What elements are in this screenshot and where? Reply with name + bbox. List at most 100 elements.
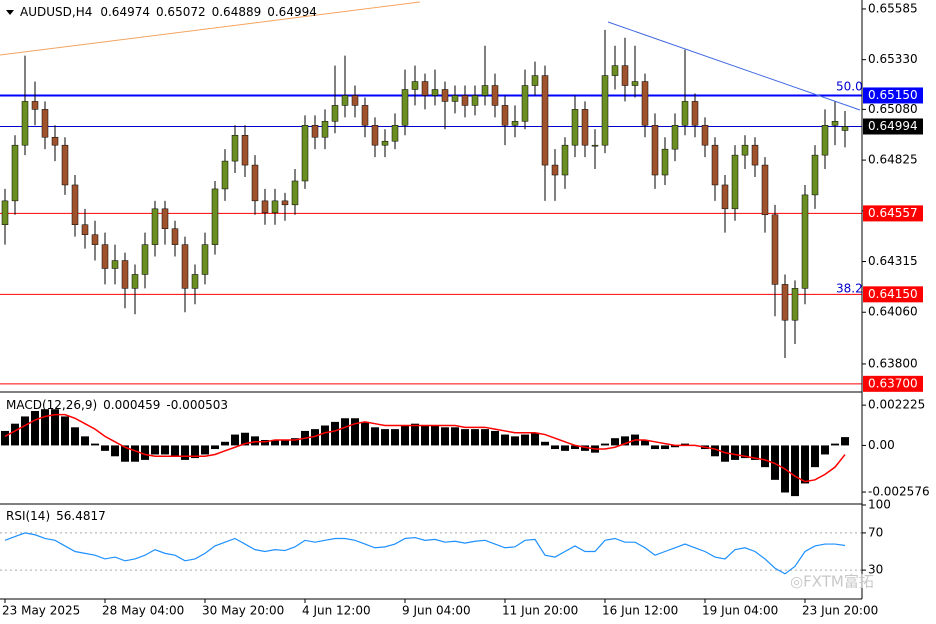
macd-bar: [671, 445, 679, 448]
macd-bar: [821, 445, 829, 455]
macd-bar: [331, 421, 339, 446]
macd-bar: [731, 445, 739, 460]
macd-bar: [831, 443, 839, 446]
macd-bar: [841, 437, 849, 446]
candle-body: [141, 244, 149, 275]
candle-body: [381, 140, 389, 146]
macd-bar: [651, 445, 659, 450]
open: 0.64974: [100, 5, 150, 19]
level-box: [863, 286, 923, 303]
candle-body: [261, 200, 269, 214]
macd-bar: [471, 429, 479, 446]
macd-bar: [501, 434, 509, 446]
macd-label: MACD(12,26,9) 0.000459 -0.000503: [6, 398, 228, 412]
macd-bar: [521, 434, 529, 446]
macd-bar: [91, 443, 99, 446]
macd-bar: [421, 425, 429, 446]
signal-line: [4, 413, 846, 483]
macd-bar: [311, 429, 319, 446]
candle-body: [691, 101, 699, 126]
macd-bar: [571, 445, 579, 450]
x-tick-label: 30 May 20:00: [202, 604, 284, 618]
candle-body: [151, 208, 159, 245]
macd-bar: [511, 436, 519, 446]
candle-body: [311, 125, 319, 138]
y-tick-label: 0.65080: [868, 102, 918, 116]
candle-body: [611, 65, 619, 76]
macd-bar: [231, 434, 239, 446]
candle-body: [501, 105, 509, 126]
macd-bar: [621, 436, 629, 446]
level-box: [863, 375, 923, 392]
macd-bar: [361, 421, 369, 446]
candle-body: [531, 75, 539, 86]
candle-body: [491, 85, 499, 106]
close: 0.64994: [267, 5, 317, 19]
candle-body: [161, 208, 169, 229]
candle-body: [61, 144, 69, 186]
candle-body: [651, 125, 659, 176]
macd-bar: [221, 441, 229, 446]
candle-body: [301, 125, 309, 182]
candle-body: [341, 95, 349, 106]
signal-value: -0.000503: [166, 398, 228, 412]
x-tick-label: 28 May 04:00: [102, 604, 184, 618]
candle-body: [171, 228, 179, 245]
candle-body: [31, 101, 39, 110]
macd-bar: [541, 441, 549, 446]
candle-body: [411, 81, 419, 90]
candle-body: [591, 144, 599, 147]
macd-bar: [201, 445, 209, 455]
macd-bar: [681, 443, 689, 446]
macd-bar: [441, 427, 449, 446]
fib-label: 50.0: [836, 80, 863, 94]
candle-body: [291, 180, 299, 206]
macd-bar: [481, 429, 489, 446]
candle-body: [181, 244, 189, 289]
level-box: [863, 205, 923, 222]
candle-body: [831, 121, 839, 126]
level-box: [863, 87, 923, 104]
candle-body: [321, 121, 329, 138]
y-tick-label: 70: [868, 525, 883, 539]
macd-bar: [81, 436, 89, 446]
candle-body: [471, 95, 479, 106]
watermark: ◎FXTM富拓: [790, 573, 874, 591]
candle-body: [741, 144, 749, 156]
macd-bar: [411, 423, 419, 446]
candle-body: [331, 105, 339, 122]
macd-bar: [101, 445, 109, 451]
candle-body: [801, 194, 809, 289]
macd-bar: [171, 445, 179, 457]
macd-bar: [491, 430, 499, 446]
candle-body: [511, 121, 519, 126]
symbol: AUDUSD,H4: [20, 5, 92, 19]
macd-bar: [641, 439, 649, 446]
y-tick-label: 0.65585: [868, 1, 918, 15]
macd-bar: [801, 445, 809, 484]
candle-body: [1, 200, 9, 225]
fib-label: 38.2: [836, 282, 863, 296]
macd-bar: [11, 423, 19, 446]
candle-body: [701, 125, 709, 146]
macd-bar: [131, 445, 139, 462]
macd-bar: [351, 418, 359, 446]
candle-body: [241, 134, 249, 166]
candle-body: [461, 95, 469, 106]
macd-bar: [21, 416, 29, 446]
candle-body: [81, 224, 89, 235]
macd-value: 0.000459: [103, 398, 160, 412]
trend-line: [607, 21, 861, 111]
candle-body: [641, 81, 649, 126]
candle-body: [281, 200, 289, 206]
candle-body: [431, 89, 439, 96]
candle-body: [111, 260, 119, 269]
macd-bar: [401, 425, 409, 446]
candle-body: [551, 164, 559, 176]
high: 0.65072: [156, 5, 206, 19]
candle-body: [131, 274, 139, 289]
rsi-title: RSI(14): [6, 509, 50, 523]
candle-body: [91, 234, 99, 245]
y-tick-label: 0.65330: [868, 52, 918, 66]
